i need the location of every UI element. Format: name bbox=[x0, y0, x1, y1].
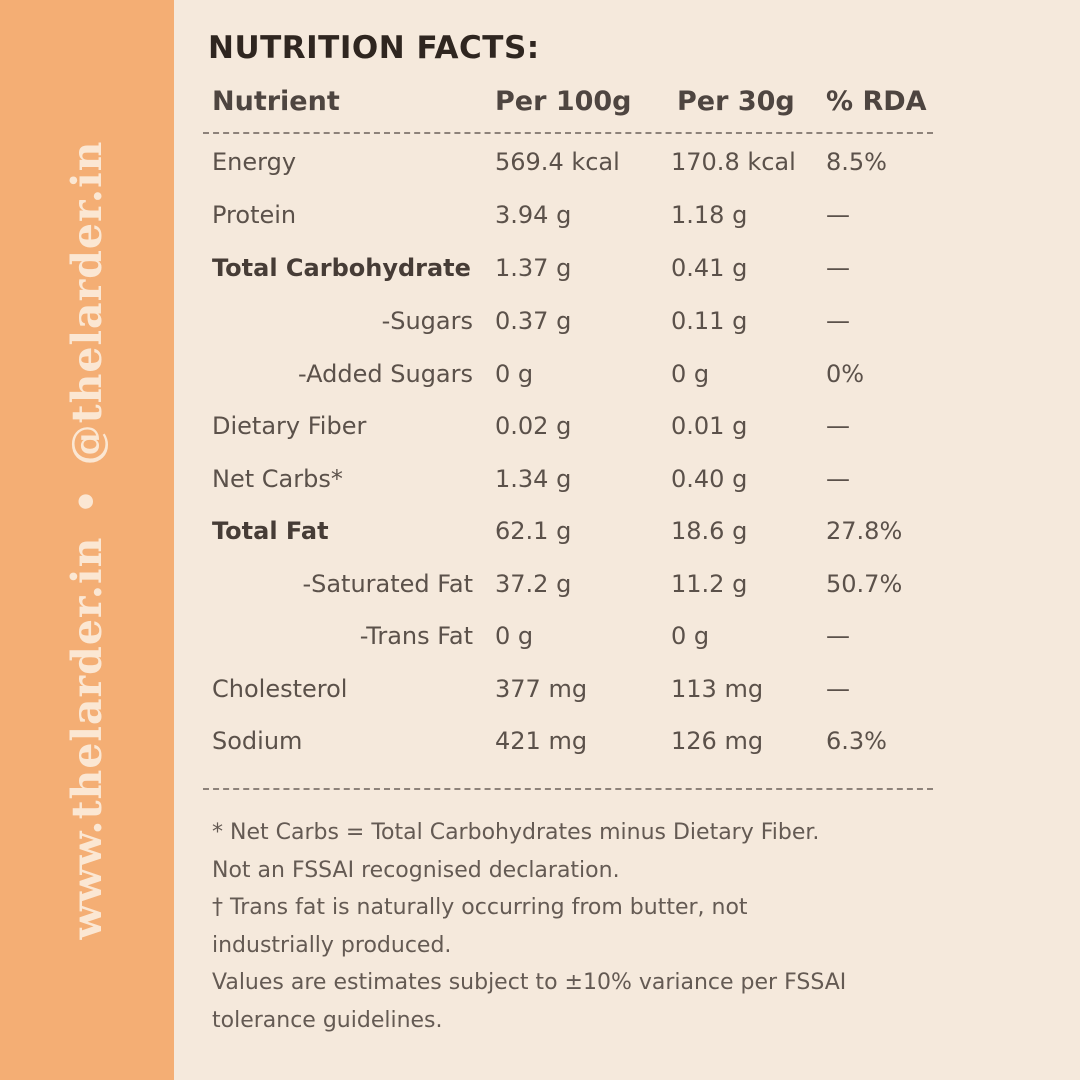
table-row: Total Carbohydrate 1.37 g 0.41 g — bbox=[0, 254, 1080, 306]
table-row: Energy 569.4 kcal 170.8 kcal 8.5% bbox=[0, 148, 1080, 200]
row-rda: — bbox=[826, 465, 850, 493]
table-row: Total Fat 62.1 g 18.6 g 27.8% bbox=[0, 517, 1080, 569]
table-row: Sodium 421 mg 126 mg 6.3% bbox=[0, 727, 1080, 779]
row-nutrient: Sodium bbox=[212, 727, 303, 755]
row-rda: — bbox=[826, 307, 850, 335]
row-per-30g: 18.6 g bbox=[671, 517, 748, 545]
row-rda: — bbox=[826, 675, 850, 703]
row-per-100g: 0 g bbox=[495, 622, 534, 650]
table-row: Protein 3.94 g 1.18 g — bbox=[0, 201, 1080, 253]
row-per-100g: 62.1 g bbox=[495, 517, 572, 545]
row-per-100g: 377 mg bbox=[495, 675, 588, 703]
row-rda: 27.8% bbox=[826, 517, 903, 545]
row-per-100g: 0 g bbox=[495, 360, 534, 388]
footnote-line: industrially produced. bbox=[212, 932, 452, 958]
row-nutrient: -Trans Fat bbox=[359, 622, 473, 650]
row-rda: 50.7% bbox=[826, 570, 903, 598]
row-rda: — bbox=[826, 254, 850, 282]
row-per-30g: 0.41 g bbox=[671, 254, 748, 282]
page-title: NUTRITION FACTS: bbox=[208, 30, 540, 66]
row-nutrient: Energy bbox=[212, 148, 297, 176]
row-nutrient: -Saturated Fat bbox=[302, 570, 473, 598]
row-nutrient: Protein bbox=[212, 201, 297, 229]
table-row: Dietary Fiber 0.02 g 0.01 g — bbox=[0, 412, 1080, 464]
row-per-30g: 0.11 g bbox=[671, 307, 748, 335]
row-rda: 0% bbox=[826, 360, 865, 388]
row-per-100g: 37.2 g bbox=[495, 570, 572, 598]
row-rda: 8.5% bbox=[826, 148, 887, 176]
header-per-100g: Per 100g bbox=[495, 86, 632, 117]
table-row: Cholesterol 377 mg 113 mg — bbox=[0, 675, 1080, 727]
row-per-100g: 421 mg bbox=[495, 727, 588, 755]
row-rda: — bbox=[826, 622, 850, 650]
footnote-line: Values are estimates subject to ±10% var… bbox=[212, 970, 847, 995]
row-per-100g: 3.94 g bbox=[495, 201, 572, 229]
row-rda: — bbox=[826, 412, 850, 440]
row-per-100g: 0.02 g bbox=[495, 412, 572, 440]
header-per-30g: Per 30g bbox=[677, 86, 795, 117]
row-per-30g: 126 mg bbox=[671, 727, 764, 755]
footnote-line: tolerance guidelines. bbox=[212, 1007, 443, 1033]
header-divider bbox=[203, 132, 933, 134]
table-row: -Trans Fat 0 g 0 g — bbox=[0, 622, 1080, 674]
row-rda: 6.3% bbox=[826, 727, 887, 755]
footnote-line: † Trans fat is naturally occurring from … bbox=[212, 895, 748, 920]
footnote-line: * Net Carbs = Total Carbohydrates minus … bbox=[212, 820, 820, 845]
row-nutrient: Total Carbohydrate bbox=[212, 254, 471, 282]
row-nutrient: Dietary Fiber bbox=[212, 412, 367, 440]
table-row: -Saturated Fat 37.2 g 11.2 g 50.7% bbox=[0, 570, 1080, 622]
row-per-100g: 0.37 g bbox=[495, 307, 572, 335]
header-nutrient: Nutrient bbox=[212, 86, 340, 117]
footnotes: * Net Carbs = Total Carbohydrates minus … bbox=[212, 814, 932, 1039]
row-per-30g: 113 mg bbox=[671, 675, 764, 703]
row-per-30g: 0.40 g bbox=[671, 465, 748, 493]
footnote-line: Not an FSSAI recognised declaration. bbox=[212, 857, 620, 883]
side-band: www.thelarder.in•@thelarder.in bbox=[0, 0, 174, 1080]
row-nutrient: -Sugars bbox=[381, 307, 473, 335]
row-nutrient: Net Carbs* bbox=[212, 465, 343, 493]
row-per-30g: 170.8 kcal bbox=[671, 148, 796, 176]
row-per-100g: 569.4 kcal bbox=[495, 148, 620, 176]
row-per-30g: 0.01 g bbox=[671, 412, 748, 440]
row-per-30g: 11.2 g bbox=[671, 570, 748, 598]
row-nutrient: -Added Sugars bbox=[298, 360, 473, 388]
row-nutrient: Total Fat bbox=[212, 517, 329, 545]
row-per-100g: 1.34 g bbox=[495, 465, 572, 493]
footer-divider bbox=[203, 788, 933, 790]
table-row: Net Carbs* 1.34 g 0.40 g — bbox=[0, 465, 1080, 517]
row-per-100g: 1.37 g bbox=[495, 254, 572, 282]
header-rda: % RDA bbox=[826, 86, 927, 117]
row-rda: — bbox=[826, 201, 850, 229]
table-row: -Sugars 0.37 g 0.11 g — bbox=[0, 307, 1080, 359]
row-per-30g: 1.18 g bbox=[671, 201, 748, 229]
row-per-30g: 0 g bbox=[671, 622, 710, 650]
row-nutrient: Cholesterol bbox=[212, 675, 348, 703]
row-per-30g: 0 g bbox=[671, 360, 710, 388]
table-row: -Added Sugars 0 g 0 g 0% bbox=[0, 360, 1080, 412]
